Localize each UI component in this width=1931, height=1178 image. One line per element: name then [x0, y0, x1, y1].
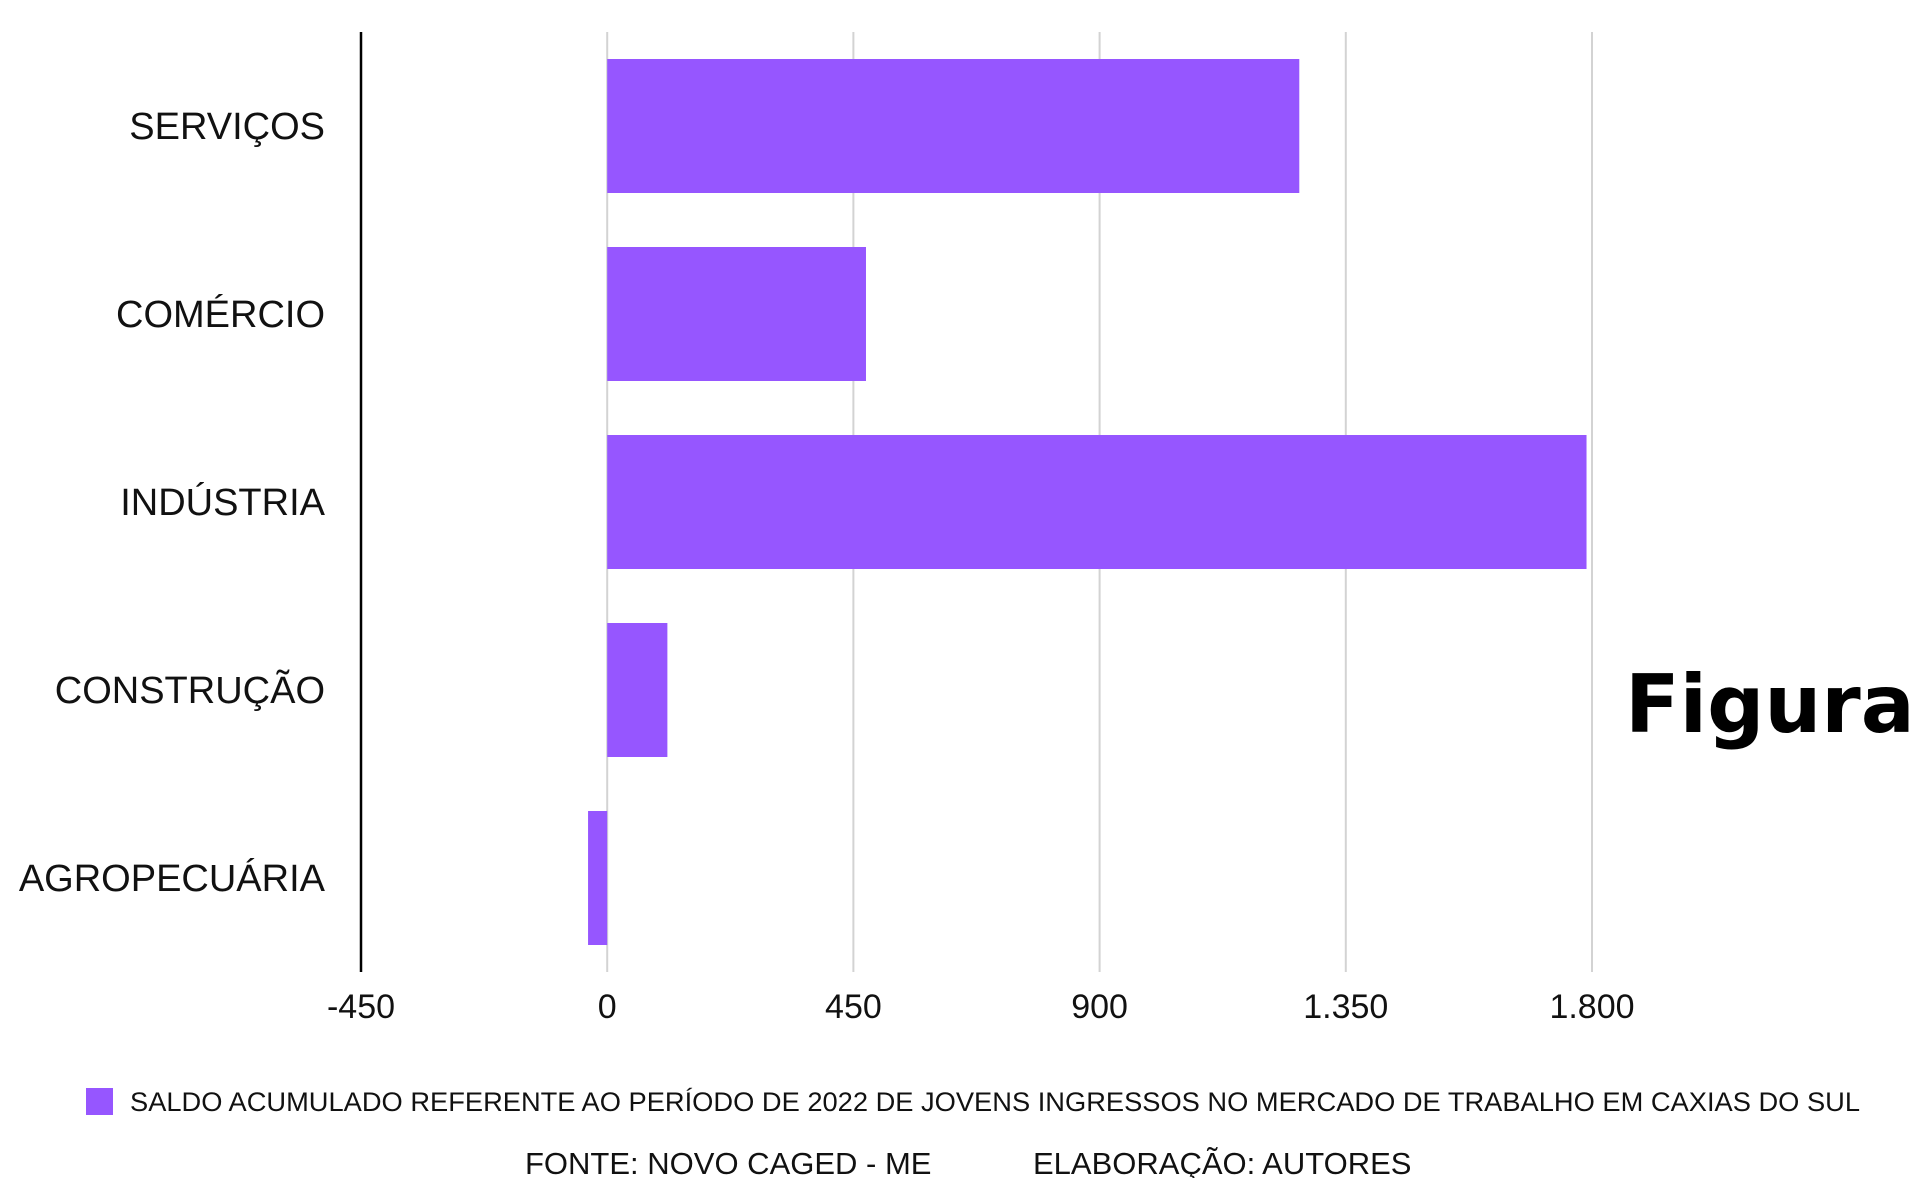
bar [607, 435, 1587, 569]
category-label: SERVIÇOS [129, 106, 325, 148]
x-tick-label: 1.350 [1303, 988, 1388, 1026]
author-note: ELABORAÇÃO: AUTORES [1033, 1146, 1411, 1178]
legend-swatch [86, 1088, 113, 1115]
bar [607, 623, 668, 757]
x-tick-label: 0 [598, 988, 617, 1026]
x-tick-label: 900 [1071, 988, 1128, 1026]
bar [607, 59, 1300, 193]
category-label: COMÉRCIO [116, 293, 325, 336]
x-tick-labels: -450 0 450 900 1.350 1.800 [327, 988, 1635, 1026]
bar [588, 811, 608, 945]
legend: SALDO ACUMULADO REFERENTE AO PERÍODO DE … [86, 1087, 1860, 1117]
x-tick-label: 1.800 [1549, 988, 1634, 1026]
bar [607, 247, 866, 381]
bars [588, 59, 1587, 945]
category-labels: SERVIÇOS COMÉRCIO INDÚSTRIA CONSTRUÇÃO AGROP… [19, 106, 326, 900]
figure-label: Figura 2 [1625, 658, 1931, 751]
x-tick-label: -450 [327, 988, 395, 1026]
source-note: FONTE: NOVO CAGED - ME [525, 1146, 931, 1178]
x-tick-label: 450 [825, 988, 882, 1026]
legend-label: SALDO ACUMULADO REFERENTE AO PERÍODO DE … [130, 1087, 1860, 1117]
category-label: INDÚSTRIA [120, 481, 325, 524]
category-label: AGROPECUÁRIA [19, 857, 326, 900]
category-label: CONSTRUÇÃO [55, 669, 325, 712]
